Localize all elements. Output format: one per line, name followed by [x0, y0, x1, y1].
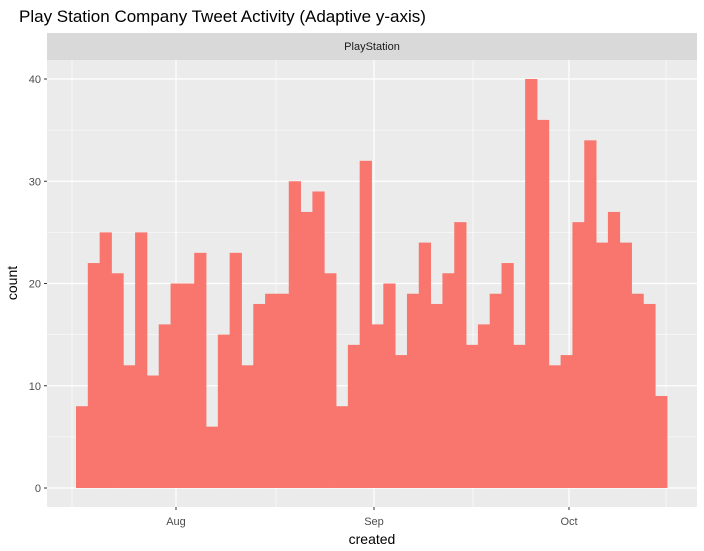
bar — [76, 406, 89, 488]
chart-title: Play Station Company Tweet Activity (Ada… — [19, 7, 426, 26]
bar — [123, 365, 136, 488]
bar — [596, 242, 609, 488]
x-tick-label: Aug — [166, 516, 186, 528]
bar — [383, 283, 396, 488]
bar — [170, 283, 183, 488]
bar — [347, 344, 361, 488]
y-tick-label: 10 — [29, 381, 41, 393]
y-axis-title: count — [4, 266, 20, 300]
bar — [536, 119, 550, 489]
bar — [607, 211, 621, 488]
bar — [158, 324, 171, 488]
bar — [454, 222, 467, 488]
bar — [288, 181, 301, 488]
bar — [253, 303, 266, 488]
bar — [643, 303, 656, 488]
y-tick-label: 20 — [29, 279, 41, 291]
bar — [111, 273, 124, 488]
x-tick-label: Oct — [560, 516, 577, 528]
bar — [146, 375, 160, 488]
bar — [560, 355, 573, 488]
bar — [572, 222, 585, 488]
bar — [406, 293, 420, 489]
bar — [324, 273, 337, 488]
bar — [584, 140, 597, 488]
bar — [135, 232, 148, 489]
x-tick-label: Sep — [364, 516, 384, 528]
bar — [442, 273, 455, 488]
bar — [619, 242, 632, 488]
bar — [99, 232, 112, 489]
y-tick-label: 40 — [29, 74, 41, 86]
bar — [194, 252, 207, 488]
bar — [265, 293, 278, 489]
facet-label: PlayStation — [344, 41, 400, 53]
y-axis: 0 10 20 30 40 — [29, 74, 47, 495]
bar — [466, 344, 479, 488]
y-tick-label: 0 — [35, 483, 41, 495]
bar — [241, 365, 254, 488]
x-axis: Aug Sep Oct — [166, 507, 578, 528]
bar — [276, 293, 290, 489]
bar — [525, 79, 538, 488]
bar — [300, 211, 313, 488]
facet-strip — [47, 33, 697, 60]
bar — [359, 160, 372, 489]
bar — [548, 365, 562, 488]
bar — [655, 395, 668, 488]
bar — [371, 324, 384, 488]
bar — [489, 293, 502, 489]
bar — [312, 191, 325, 489]
bar — [336, 406, 349, 488]
bar — [229, 252, 242, 488]
bar — [395, 355, 408, 488]
bar — [631, 293, 644, 489]
bar — [217, 334, 231, 489]
bar — [418, 242, 431, 488]
bar — [182, 283, 195, 488]
bar — [206, 426, 219, 488]
bar — [477, 324, 491, 488]
bar — [87, 263, 101, 488]
bars-group — [76, 79, 668, 489]
bar — [430, 303, 443, 488]
x-axis-title: created — [349, 531, 396, 547]
bar — [501, 263, 514, 488]
bar — [513, 344, 526, 488]
y-tick-label: 30 — [29, 176, 41, 188]
